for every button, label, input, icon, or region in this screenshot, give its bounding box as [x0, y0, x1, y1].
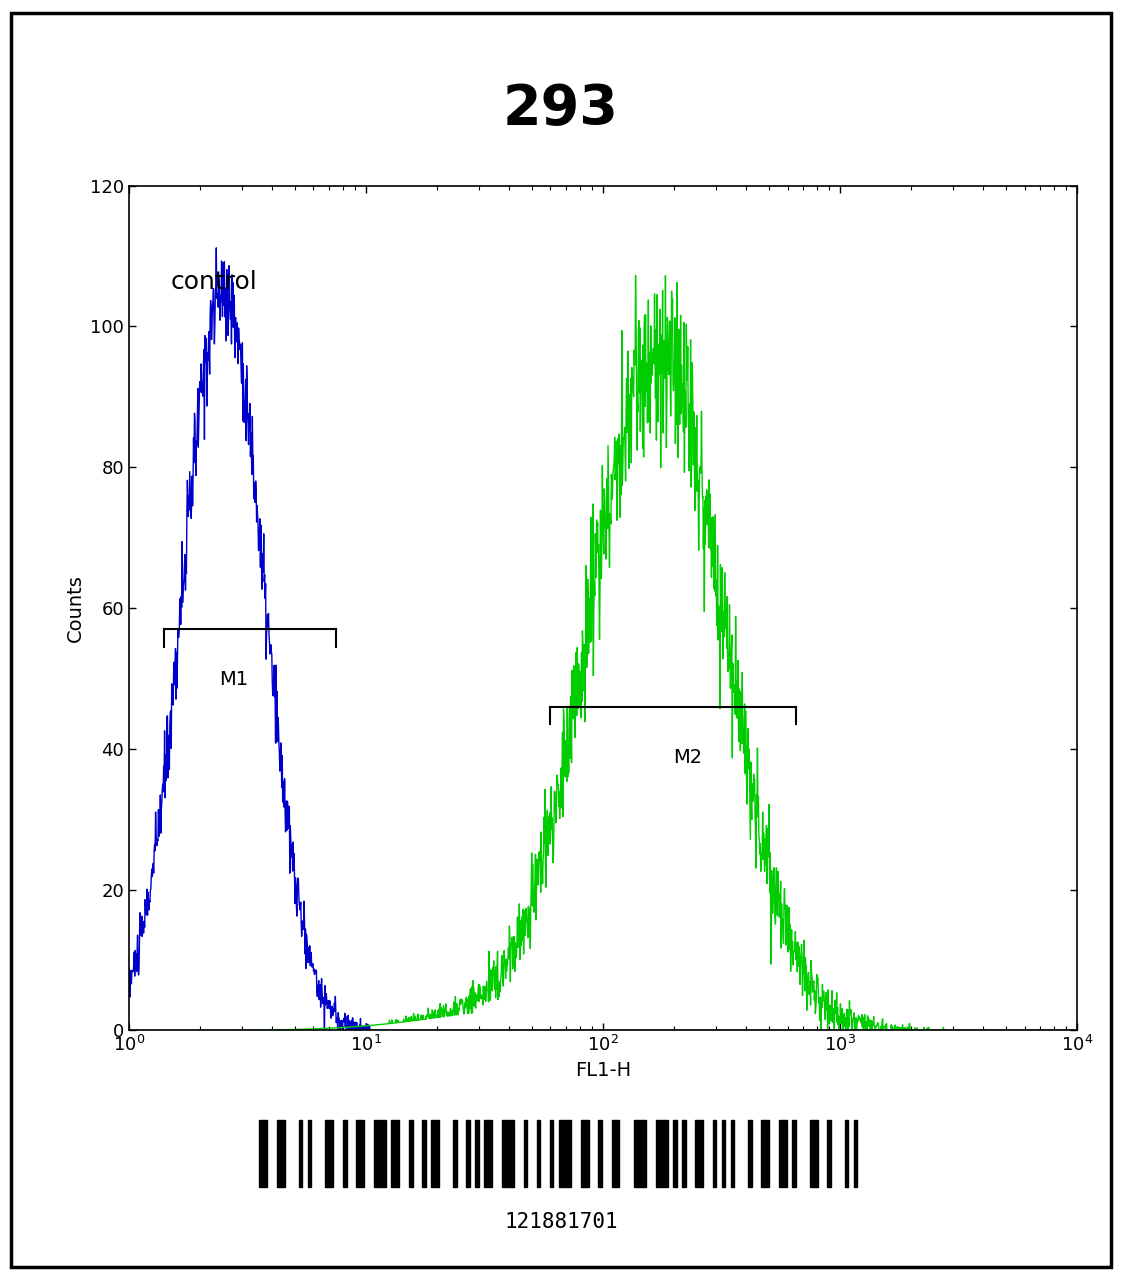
- Bar: [559, 1120, 571, 1187]
- Bar: [682, 1120, 686, 1187]
- Bar: [762, 1120, 770, 1187]
- Bar: [422, 1120, 425, 1187]
- Bar: [696, 1120, 703, 1187]
- Bar: [343, 1120, 347, 1187]
- Bar: [431, 1120, 439, 1187]
- Bar: [655, 1120, 668, 1187]
- Bar: [300, 1120, 303, 1187]
- Bar: [467, 1120, 470, 1187]
- Bar: [357, 1120, 365, 1187]
- Bar: [721, 1120, 725, 1187]
- Bar: [484, 1120, 491, 1187]
- Bar: [810, 1120, 818, 1187]
- Text: control: control: [171, 270, 258, 294]
- Bar: [611, 1120, 619, 1187]
- Text: 121881701: 121881701: [504, 1212, 618, 1231]
- Bar: [524, 1120, 527, 1187]
- Bar: [453, 1120, 457, 1187]
- Bar: [277, 1120, 285, 1187]
- Y-axis label: Counts: Counts: [65, 573, 84, 643]
- Bar: [536, 1120, 541, 1187]
- Bar: [854, 1120, 857, 1187]
- Bar: [634, 1120, 646, 1187]
- Bar: [792, 1120, 795, 1187]
- Bar: [712, 1120, 716, 1187]
- Text: M1: M1: [219, 671, 248, 690]
- Bar: [392, 1120, 399, 1187]
- Bar: [502, 1120, 514, 1187]
- X-axis label: FL1-H: FL1-H: [574, 1061, 632, 1080]
- Bar: [374, 1120, 386, 1187]
- Bar: [259, 1120, 267, 1187]
- Bar: [827, 1120, 830, 1187]
- Bar: [307, 1120, 311, 1187]
- Bar: [550, 1120, 553, 1187]
- Bar: [325, 1120, 333, 1187]
- Text: M2: M2: [673, 748, 702, 767]
- Bar: [475, 1120, 479, 1187]
- Bar: [845, 1120, 848, 1187]
- Text: 293: 293: [503, 82, 619, 136]
- Bar: [410, 1120, 413, 1187]
- Bar: [673, 1120, 677, 1187]
- Bar: [598, 1120, 601, 1187]
- Bar: [581, 1120, 589, 1187]
- Bar: [748, 1120, 752, 1187]
- Bar: [779, 1120, 787, 1187]
- Bar: [730, 1120, 734, 1187]
